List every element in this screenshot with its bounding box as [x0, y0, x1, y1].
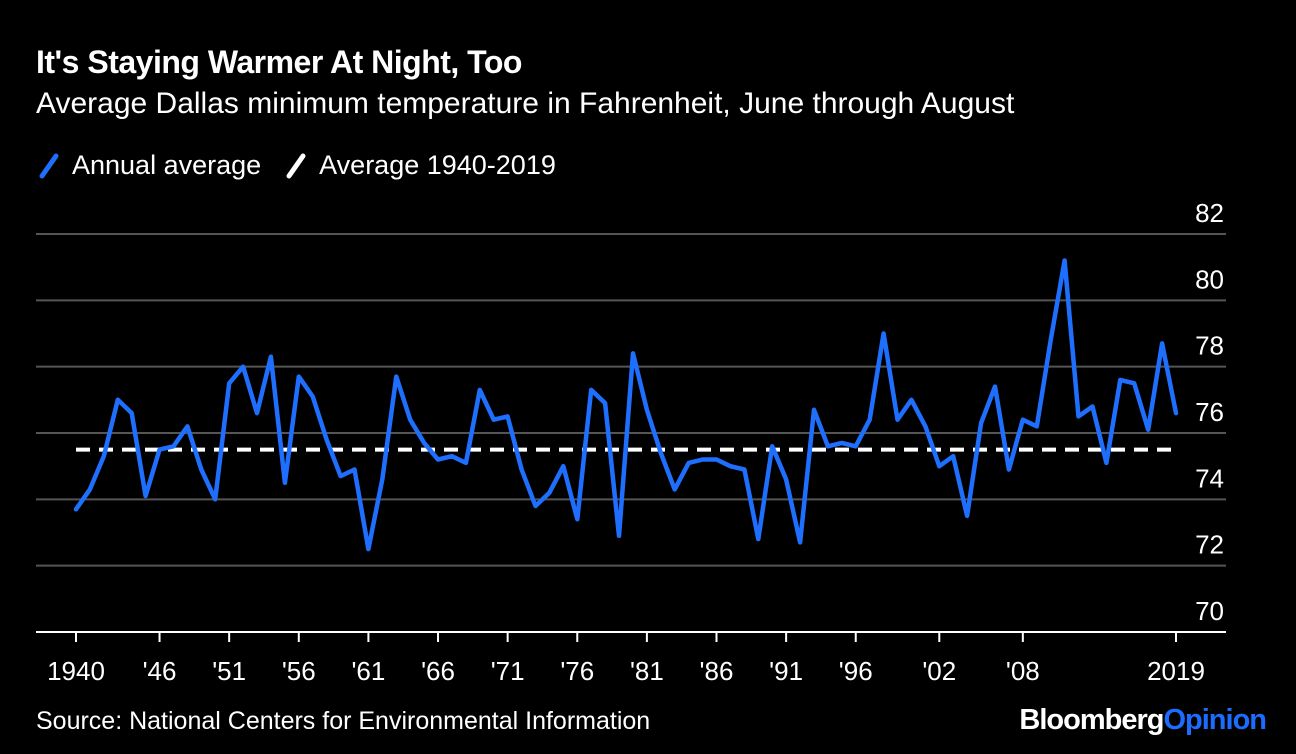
- x-tick-label-1946: '46: [143, 656, 177, 686]
- x-tick-label-1956: '56: [282, 656, 316, 686]
- y-tick-label-70: 70: [1195, 596, 1224, 626]
- brand-logo: BloombergOpinion: [1019, 704, 1267, 737]
- y-tick-label-74: 74: [1195, 463, 1224, 493]
- legend-swatch-annual: [39, 153, 59, 178]
- x-tick-label-1976: '76: [560, 656, 594, 686]
- legend-label-average: Average 1940-2019: [319, 150, 556, 180]
- legend-swatch-average: [286, 153, 306, 178]
- y-tick-label-82: 82: [1195, 198, 1224, 228]
- chart-subtitle: Average Dallas minimum temperature in Fa…: [36, 87, 1015, 120]
- legend-item-annual: Annual average: [38, 150, 261, 181]
- brand-opinion: Opinion: [1163, 704, 1267, 736]
- y-tick-label-76: 76: [1195, 397, 1224, 427]
- annual-average-line: [73, 258, 1179, 552]
- x-tick-label-1986: '86: [700, 656, 734, 686]
- x-tick-label-1971: '71: [491, 656, 525, 686]
- x-axis: 1940 '46 '51 '56 '61 '66 '71 '76 '81 '86 '91 '96 '02…: [36, 631, 1226, 686]
- series-group: [73, 258, 1179, 552]
- chart-legend: Annual average Average 1940-2019: [38, 150, 580, 181]
- brand-bloomberg: Bloomberg: [1019, 704, 1164, 736]
- chart-title: It's Staying Warmer At Night, Too: [36, 44, 522, 80]
- y-tick-label-80: 80: [1195, 264, 1224, 294]
- y-axis-labels: 70 72 74 76 78 80 82: [1195, 198, 1224, 626]
- source-note: Source: National Centers for Environment…: [36, 707, 651, 735]
- x-tick-label-1966: '66: [421, 656, 455, 686]
- x-tick-label-2019: 2019: [1147, 656, 1205, 686]
- x-tick-label-1981: '81: [630, 656, 664, 686]
- x-tick-label-2002: '02: [922, 656, 956, 686]
- x-tick-label-1996: '96: [839, 656, 873, 686]
- x-tick-label-1940: 1940: [47, 656, 105, 686]
- x-tick-label-1961: '61: [351, 656, 385, 686]
- x-tick-label-1951: '51: [212, 656, 246, 686]
- y-tick-label-72: 72: [1195, 530, 1224, 560]
- legend-label-annual: Annual average: [72, 150, 262, 180]
- y-tick-label-78: 78: [1195, 331, 1224, 361]
- legend-item-average: Average 1940-2019: [285, 150, 556, 181]
- x-tick-label-1991: '91: [769, 656, 803, 686]
- x-tick-label-2008: '08: [1006, 656, 1040, 686]
